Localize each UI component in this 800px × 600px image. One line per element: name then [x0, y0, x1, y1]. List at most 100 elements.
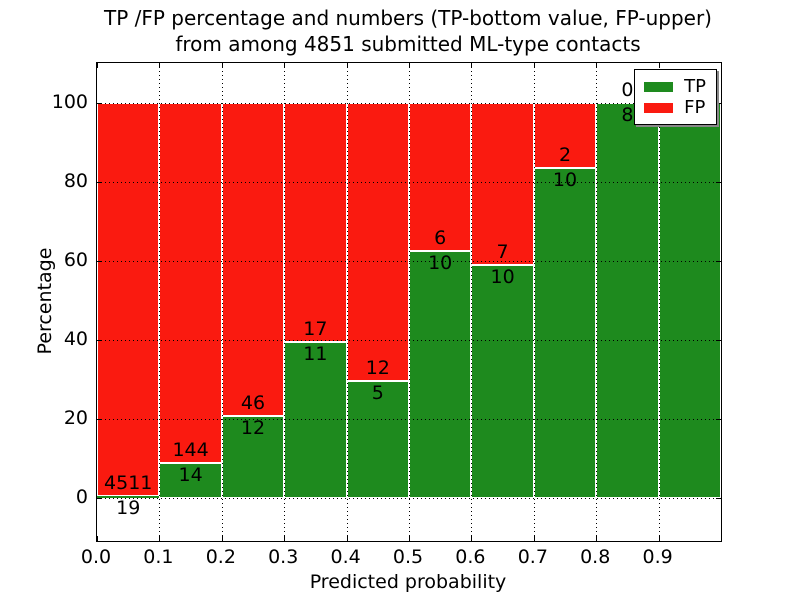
bar-tp-0.1-0.2 — [159, 462, 222, 498]
chart-title-line1: TP /FP percentage and numbers (TP-bottom… — [104, 6, 712, 30]
bar-fp-0.1-0.2 — [159, 102, 222, 463]
tick-x-bottom-0.3 — [284, 536, 286, 541]
annotation-fp-count-0.3-0.4: 17 — [303, 318, 328, 341]
x-tick-label-0.9: 0.9 — [642, 546, 673, 568]
y-tick-label-40: 40 — [63, 327, 88, 350]
y-tick-label-0: 0 — [75, 485, 88, 508]
tick-x-bottom-0.8 — [596, 536, 598, 541]
tick-x-top-0.8 — [596, 63, 598, 68]
bar-fp-0.5-0.6 — [409, 102, 472, 251]
tick-y-left-80 — [97, 181, 102, 183]
bar-fp-0.0-0.1 — [97, 102, 160, 496]
bar-tp-0.8-0.9 — [596, 102, 659, 498]
tick-y-right-100 — [716, 102, 721, 104]
tick-y-right-40 — [716, 339, 721, 341]
annotation-tp-count-0.2-0.3: 12 — [240, 416, 266, 439]
tick-y-right-60 — [716, 260, 721, 262]
bar-fp-0.3-0.4 — [284, 102, 347, 343]
x-tick-label-0.0: 0.0 — [80, 546, 112, 568]
chart-title-line2: from among 4851 submitted ML-type contac… — [175, 32, 641, 56]
tick-x-bottom-0.5 — [409, 536, 410, 541]
plot-area: TP FP 4511191441446121711125610710210080… — [96, 62, 722, 542]
annotation-tp-count-0.7-0.8: 10 — [552, 169, 578, 192]
annotation-tp-count-0.4-0.5: 5 — [371, 382, 384, 405]
tick-x-top-0.7 — [533, 63, 535, 68]
tick-y-left-40 — [97, 339, 102, 341]
tick-y-right-80 — [716, 181, 721, 183]
bar-tp-0.9-1.0 — [658, 102, 721, 498]
bar-tp-0.7-0.8 — [533, 168, 597, 498]
gridline-x-0.6 — [471, 63, 473, 541]
tick-x-top-0.9 — [658, 63, 660, 68]
tick-x-top-0.2 — [221, 63, 223, 68]
annotation-fp-count-0.7-0.8: 2 — [558, 144, 572, 167]
x-tick-label-0.1: 0.1 — [143, 546, 174, 568]
legend-label-fp: FP — [684, 96, 706, 118]
gridline-x-0.4 — [346, 63, 348, 541]
bar-fp-0.7-0.8 — [533, 102, 597, 169]
tick-x-top-0.4 — [346, 63, 348, 68]
tick-x-bottom-0.1 — [159, 536, 161, 541]
legend-item-tp: TP — [644, 76, 706, 97]
x-tick-label-0.7: 0.7 — [517, 546, 548, 568]
annotation-tp-count-0.5-0.6: 10 — [428, 251, 453, 274]
tick-x-top-0.5 — [409, 63, 410, 68]
annotation-fp-count-0.2-0.3: 46 — [240, 391, 266, 414]
tick-x-top-0.1 — [159, 63, 161, 68]
x-tick-label-0.3: 0.3 — [268, 546, 299, 568]
y-tick-label-60: 60 — [63, 248, 88, 271]
tick-y-left-60 — [97, 260, 102, 262]
gridline-x-0.5 — [409, 63, 410, 541]
tick-x-bottom-0.2 — [221, 536, 223, 541]
bar-tp-0.0-0.1 — [97, 495, 160, 498]
legend: TP FP — [634, 69, 717, 125]
annotation-fp-count-0.0-0.1: 4511 — [104, 471, 153, 494]
bar-tp-0.4-0.5 — [346, 381, 409, 498]
tick-x-bottom-0.4 — [346, 536, 348, 541]
tick-y-left-100 — [97, 102, 102, 104]
tick-x-top-0.0 — [97, 63, 98, 68]
annotation-tp-count-0.8-0.9: 8 — [621, 103, 634, 126]
x-tick-label-0.4: 0.4 — [330, 546, 361, 568]
annotation-fp-count-0.6-0.7: 7 — [496, 241, 509, 264]
tick-x-bottom-0.0 — [97, 536, 98, 541]
tick-y-left-0 — [97, 497, 102, 499]
y-tick-label-20: 20 — [63, 406, 88, 429]
y-axis-label: Percentage — [34, 247, 56, 355]
annotation-tp-count-0.6-0.7: 10 — [490, 266, 515, 289]
gridline-x-0.7 — [533, 63, 535, 541]
gridline-x-0.2 — [221, 63, 223, 541]
legend-label-tp: TP — [684, 75, 706, 97]
tick-x-bottom-0.7 — [533, 536, 535, 541]
bar-tp-0.6-0.7 — [471, 265, 534, 498]
annotation-fp-count-0.8-0.9: 0 — [621, 78, 634, 101]
bar-fp-0.2-0.3 — [221, 102, 285, 416]
x-tick-label-0.2: 0.2 — [205, 546, 236, 568]
legend-swatch-tp — [644, 81, 674, 92]
bar-tp-0.5-0.6 — [409, 250, 472, 498]
gridline-x-0.1 — [159, 63, 161, 541]
annotation-tp-count-0.1-0.2: 14 — [178, 463, 203, 486]
tick-x-bottom-0.9 — [658, 536, 660, 541]
tick-x-top-0.6 — [471, 63, 473, 68]
x-tick-label-0.5: 0.5 — [392, 546, 424, 568]
x-tick-label-0.8: 0.8 — [580, 546, 611, 568]
y-tick-label-80: 80 — [63, 169, 88, 192]
gridline-x-0.3 — [284, 63, 286, 541]
y-tick-label-100: 100 — [51, 90, 88, 113]
bar-tp-0.3-0.4 — [284, 342, 347, 498]
gridline-x-0.9 — [658, 63, 660, 541]
legend-item-fp: FP — [644, 97, 706, 118]
annotation-fp-count-0.5-0.6: 6 — [434, 226, 447, 249]
annotation-fp-count-0.1-0.2: 144 — [172, 438, 209, 461]
annotation-tp-count-0.3-0.4: 11 — [303, 343, 328, 366]
x-axis-label: Predicted probability — [309, 571, 507, 593]
gridline-x-0.8 — [596, 63, 598, 541]
tick-x-bottom-0.6 — [471, 536, 473, 541]
tick-x-top-0.3 — [284, 63, 286, 68]
x-tick-label-0.6: 0.6 — [455, 546, 486, 568]
legend-swatch-fp — [644, 102, 674, 113]
annotation-fp-count-0.4-0.5: 12 — [365, 357, 390, 380]
tick-y-left-20 — [97, 418, 102, 420]
